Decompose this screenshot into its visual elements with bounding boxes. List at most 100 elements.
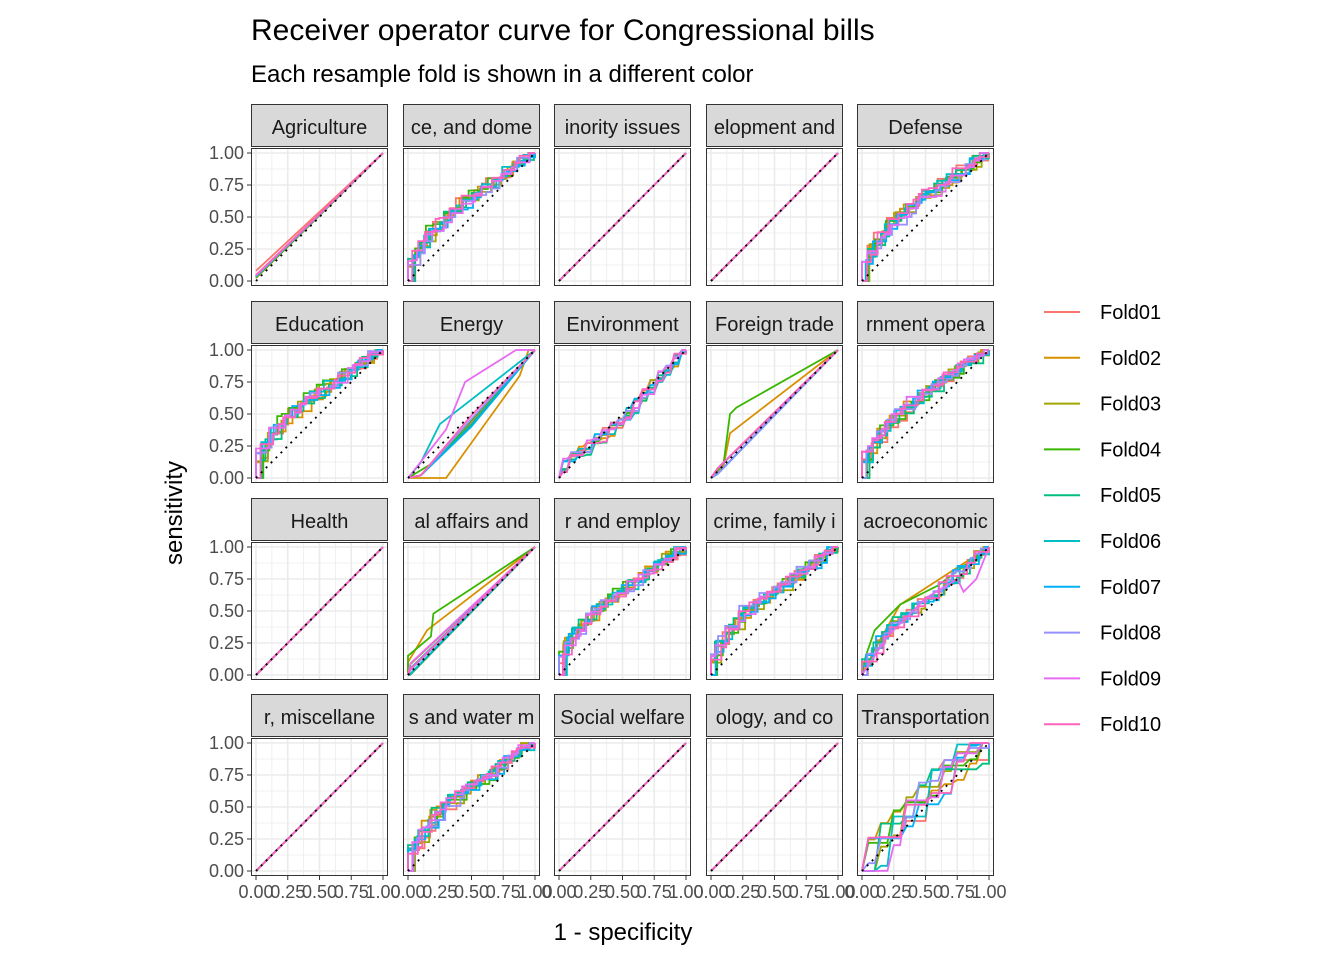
- panel-border: [403, 542, 540, 680]
- facet-strip-label: al affairs and: [414, 511, 528, 533]
- facet-panel: Education 0.00 0.25 0.50 0.75 1.00: [209, 301, 388, 488]
- facet-panel: Transportation 0.000.250.500.751.00: [844, 694, 1007, 902]
- facet-panel: Environment: [554, 301, 691, 483]
- roc-curve-fold08: [710, 349, 839, 479]
- facet-strip: [403, 498, 540, 541]
- facet-strip-label: Defense: [888, 117, 963, 139]
- panel-border: [403, 738, 540, 876]
- roc-curve-fold10: [407, 546, 536, 676]
- y-tick-label: 1.00: [209, 340, 244, 360]
- roc-curve-fold10: [558, 350, 687, 479]
- x-tick-label: 0.00: [693, 882, 728, 902]
- x-tick-label: 1.00: [517, 882, 552, 902]
- x-tick-label: 0.50: [302, 882, 337, 902]
- panel-border: [251, 345, 388, 483]
- legend-item: Fold04: [1044, 439, 1161, 461]
- facet-strip: [706, 694, 843, 737]
- legend-item: Fold01: [1044, 302, 1161, 324]
- legend-label: Fold01: [1100, 302, 1161, 324]
- facet-panel: Foreign trade: [706, 301, 843, 483]
- legend-item: Fold02: [1044, 348, 1161, 370]
- facet-strip: [251, 104, 388, 147]
- legend-item: Fold07: [1044, 577, 1161, 599]
- x-tick-label: 1.00: [971, 882, 1006, 902]
- roc-curve-fold10: [407, 743, 536, 871]
- roc-curve-fold10: [559, 547, 687, 676]
- panel-border: [857, 738, 994, 876]
- facet-strip-label: Transportation: [861, 707, 989, 729]
- roc-curve-fold09: [407, 349, 535, 479]
- facet-strip-label: ology, and co: [716, 707, 834, 729]
- panel-border: [554, 148, 691, 286]
- legend-label: Fold06: [1100, 531, 1161, 553]
- legend-label: Fold03: [1100, 394, 1161, 416]
- y-tick-label: 1.00: [209, 537, 244, 557]
- legend-item: Fold03: [1044, 394, 1161, 416]
- facet-strip-label: inority issues: [565, 117, 681, 139]
- x-tick-label: 0.25: [876, 882, 911, 902]
- facet-panel: ce, and dome: [403, 104, 540, 286]
- chart-title: Receiver operator curve for Congressiona…: [251, 14, 875, 47]
- roc-curve-fold04: [407, 546, 536, 675]
- facet-panel: Agriculture 0.00 0.25 0.50 0.75 1.00: [209, 104, 388, 291]
- facet-panel: Energy: [403, 301, 540, 483]
- y-tick-label: 0.25: [209, 829, 244, 849]
- panel-border: [706, 148, 843, 286]
- roc-curve-fold09: [559, 547, 687, 676]
- x-tick-label: 0.75: [637, 882, 672, 902]
- panel-border: [251, 542, 388, 680]
- facet-strip: [857, 104, 994, 147]
- roc-curve-fold09: [861, 349, 989, 478]
- y-tick-label: 0.00: [209, 861, 244, 881]
- roc-curve-fold10: [710, 742, 839, 872]
- x-tick-label: 0.75: [486, 882, 521, 902]
- roc-curve-fold10: [710, 349, 839, 479]
- facet-panel: r, miscellane0.000.250.500.751.000.000.2…: [209, 694, 401, 902]
- facet-strip-label: Health: [291, 511, 349, 533]
- roc-curve-fold08: [862, 349, 989, 479]
- panel-border: [554, 345, 691, 483]
- roc-curve-fold10: [710, 546, 838, 675]
- roc-curve-fold10: [861, 742, 989, 872]
- roc-curve-fold06: [862, 742, 989, 872]
- legend-label: Fold09: [1100, 668, 1161, 690]
- facet-strip: [706, 301, 843, 344]
- y-tick-label: 0.75: [209, 569, 244, 589]
- y-tick-label: 0.50: [209, 797, 244, 817]
- y-tick-label: 0.25: [209, 436, 244, 456]
- y-tick-label: 0.00: [209, 468, 244, 488]
- roc-curve-fold10: [558, 152, 687, 282]
- legend-label: Fold10: [1100, 714, 1161, 736]
- roc-curve-fold10: [255, 152, 384, 276]
- panel-border: [706, 345, 843, 483]
- legend-item: Fold10: [1044, 714, 1161, 736]
- panel-border: [251, 148, 388, 286]
- facet-strip: [554, 104, 691, 147]
- roc-curve-fold10: [408, 152, 535, 282]
- facet-strip: [251, 694, 388, 737]
- legend-label: Fold02: [1100, 348, 1161, 370]
- x-tick-label: 0.00: [238, 882, 273, 902]
- x-tick-label: 0.75: [940, 882, 975, 902]
- y-tick-label: 0.25: [209, 633, 244, 653]
- facet-strip: [857, 301, 994, 344]
- y-tick-label: 0.00: [209, 271, 244, 291]
- facet-panel: r and employ: [554, 498, 691, 680]
- legend-item: Fold05: [1044, 485, 1161, 507]
- facet-strip-label: crime, family i: [713, 511, 835, 533]
- y-tick-label: 1.00: [209, 143, 244, 163]
- panel-border: [554, 542, 691, 680]
- x-tick-label: 0.50: [454, 882, 489, 902]
- panel-border: [857, 542, 994, 680]
- facet-strip-label: s and water m: [409, 707, 535, 729]
- facet-panel: crime, family i: [706, 498, 843, 680]
- legend-item: Fold06: [1044, 531, 1161, 553]
- facet-strip-label: Environment: [566, 314, 679, 336]
- x-tick-label: 0.25: [725, 882, 760, 902]
- facet-strip: [554, 694, 691, 737]
- x-tick-label: 0.00: [541, 882, 576, 902]
- facet-strip: [554, 498, 691, 541]
- y-tick-label: 0.50: [209, 404, 244, 424]
- y-tick-label: 0.50: [209, 207, 244, 227]
